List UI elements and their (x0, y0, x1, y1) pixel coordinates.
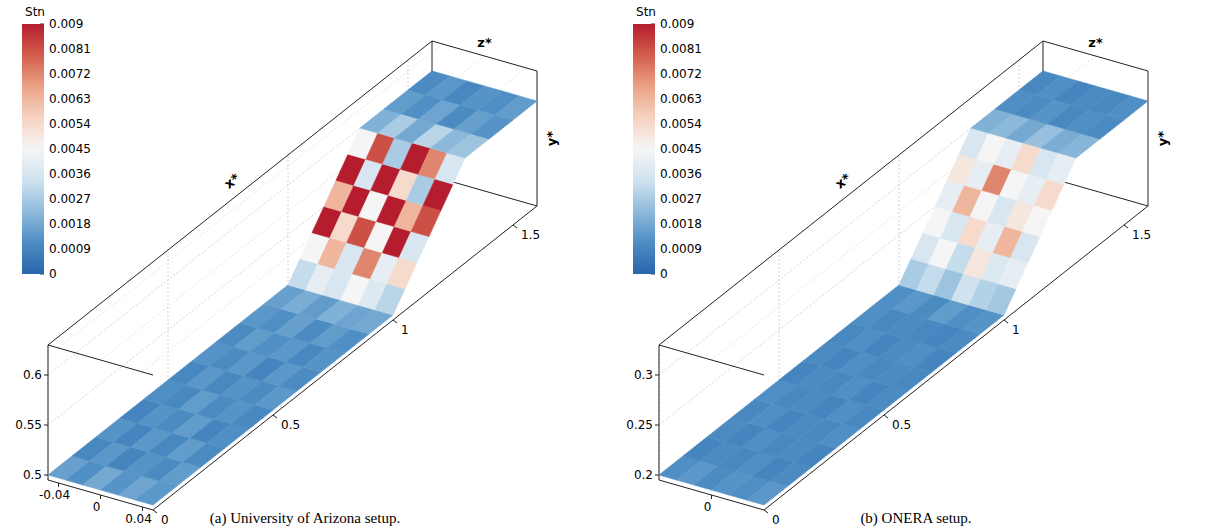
svg-text:0.55: 0.55 (15, 418, 42, 432)
svg-text:0.0072: 0.0072 (660, 67, 702, 81)
svg-text:Stn: Stn (25, 5, 45, 19)
svg-text:-0.04: -0.04 (39, 488, 70, 502)
svg-text:z*: z* (1088, 35, 1103, 50)
svg-text:(b) ONERA setup.: (b) ONERA setup. (860, 510, 971, 527)
svg-text:0.0081: 0.0081 (49, 42, 91, 56)
svg-text:0.5: 0.5 (281, 418, 300, 432)
svg-text:0.0027: 0.0027 (49, 192, 91, 206)
svg-text:0: 0 (660, 267, 668, 281)
svg-text:Stn: Stn (636, 5, 656, 19)
svg-text:0.0036: 0.0036 (660, 167, 702, 181)
svg-text:1: 1 (401, 323, 409, 337)
svg-text:(a) University of Arizona setu: (a) University of Arizona setup. (210, 510, 400, 527)
svg-text:0.009: 0.009 (660, 17, 694, 31)
svg-text:1.5: 1.5 (521, 228, 540, 242)
svg-text:0.0054: 0.0054 (660, 117, 702, 131)
svg-text:0.009: 0.009 (49, 17, 83, 31)
svg-text:0.0018: 0.0018 (660, 217, 702, 231)
svg-text:y*: y* (1155, 131, 1170, 146)
svg-text:0: 0 (161, 513, 169, 527)
svg-text:y*: y* (544, 131, 559, 146)
svg-text:0: 0 (93, 500, 101, 514)
svg-text:0.04: 0.04 (125, 512, 152, 526)
svg-text:0.0009: 0.0009 (660, 242, 702, 256)
svg-text:1.5: 1.5 (1132, 228, 1151, 242)
svg-text:z*: z* (477, 35, 492, 50)
svg-text:0.0063: 0.0063 (49, 92, 91, 106)
svg-text:0.5: 0.5 (892, 418, 911, 432)
svg-text:0.0009: 0.0009 (49, 242, 91, 256)
svg-text:0.5: 0.5 (23, 468, 42, 482)
svg-text:0.0054: 0.0054 (49, 117, 91, 131)
svg-text:0: 0 (772, 513, 780, 527)
svg-text:0.2: 0.2 (634, 468, 653, 482)
svg-text:0.0072: 0.0072 (49, 67, 91, 81)
svg-text:0.0018: 0.0018 (49, 217, 91, 231)
svg-text:1: 1 (1012, 323, 1020, 337)
svg-text:0.0081: 0.0081 (660, 42, 702, 56)
svg-text:0.0045: 0.0045 (660, 142, 702, 156)
svg-text:x*: x* (832, 170, 853, 191)
svg-text:0.6: 0.6 (23, 368, 42, 382)
svg-text:0.3: 0.3 (634, 368, 653, 382)
svg-text:0.0027: 0.0027 (660, 192, 702, 206)
svg-text:0.0063: 0.0063 (660, 92, 702, 106)
svg-text:0: 0 (704, 500, 712, 514)
svg-text:x*: x* (221, 170, 242, 191)
svg-text:0.25: 0.25 (626, 418, 653, 432)
svg-text:0.0036: 0.0036 (49, 167, 91, 181)
svg-text:0.0045: 0.0045 (49, 142, 91, 156)
svg-text:0: 0 (49, 267, 57, 281)
